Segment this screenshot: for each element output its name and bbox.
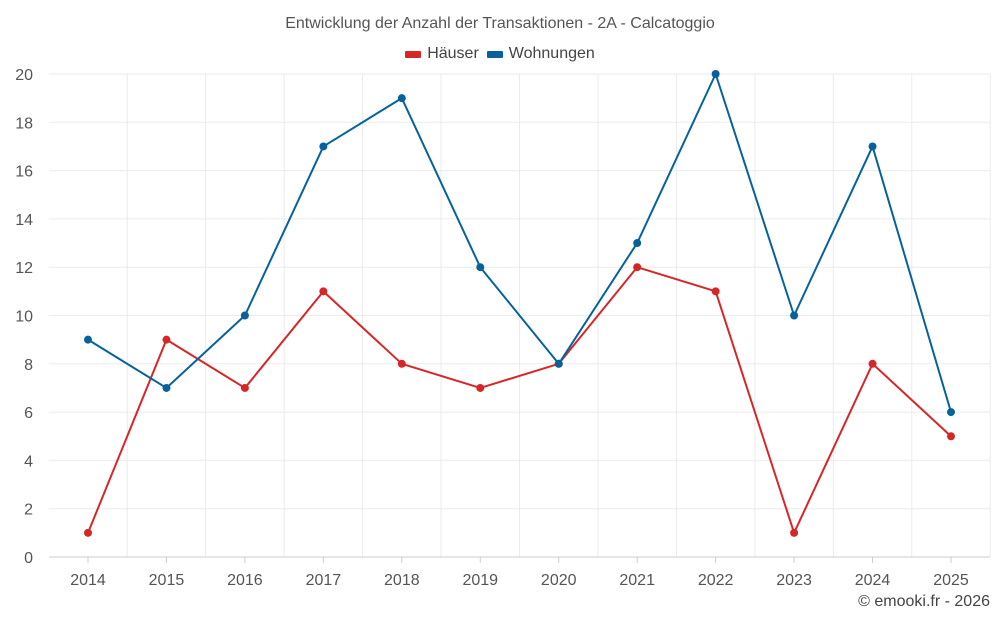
x-tick-label: 2019 (462, 572, 498, 589)
legend-swatch-wohnungen (486, 50, 503, 58)
data-point-wohnungen (162, 383, 171, 392)
legend-label-haeuser: Häuser (427, 45, 479, 62)
x-tick-label: 2021 (619, 572, 655, 589)
data-point-wohnungen (790, 311, 799, 320)
y-tick-label: 18 (15, 115, 33, 132)
x-tick-label: 2023 (776, 572, 812, 589)
data-point-haeuser (947, 432, 955, 441)
data-point-wohnungen (633, 239, 642, 248)
data-point-haeuser (319, 287, 328, 296)
data-point-haeuser (240, 383, 249, 392)
data-point-haeuser (633, 263, 642, 272)
series-line-haeuser (87, 266, 952, 534)
legend-label-wohnungen: Wohnungen (508, 45, 595, 62)
data-point-haeuser (711, 287, 720, 296)
legend-swatch-haeuser (405, 50, 422, 58)
series-line-wohnungen (87, 73, 952, 413)
x-tick-label: 2016 (227, 572, 263, 589)
data-point-haeuser (84, 528, 92, 537)
y-tick-label: 0 (24, 550, 33, 567)
x-tick-label: 2020 (541, 572, 577, 589)
legend: Häuser Wohnungen (0, 45, 1000, 63)
y-tick-label: 14 (15, 212, 33, 229)
y-tick-label: 2 (24, 502, 33, 519)
data-point-wohnungen (476, 263, 485, 272)
y-tick-label: 12 (15, 260, 33, 277)
x-tick-label: 2024 (855, 572, 891, 589)
data-point-wohnungen (868, 142, 877, 151)
credit-text: © emooki.fr - 2026 (858, 593, 990, 610)
data-point-wohnungen (240, 311, 249, 320)
data-point-wohnungen (397, 94, 406, 103)
x-tick-label: 2017 (306, 572, 342, 589)
x-tick-label: 2018 (384, 572, 420, 589)
data-point-haeuser (476, 383, 485, 392)
legend-item-haeuser[interactable]: Häuser (405, 45, 479, 63)
x-tick-label: 2022 (698, 572, 734, 589)
chart-title: Entwicklung der Anzahl der Transaktionen… (285, 15, 715, 32)
series (84, 70, 955, 537)
y-tick-label: 4 (24, 453, 33, 470)
y-tick-label: 10 (15, 309, 33, 326)
data-point-haeuser (790, 528, 799, 537)
data-point-wohnungen (554, 359, 563, 368)
data-point-haeuser (162, 335, 171, 344)
data-point-haeuser (397, 359, 406, 368)
data-point-wohnungen (711, 70, 720, 78)
data-point-wohnungen (947, 408, 955, 417)
data-point-wohnungen (319, 142, 328, 151)
y-tick-label: 8 (24, 357, 33, 374)
data-point-wohnungen (84, 335, 92, 344)
axes: 0 2 4 6 8 10 12 14 16 18 20 2014 2015 2016 2017 2018 201… (15, 67, 990, 589)
y-tick-label: 16 (15, 164, 33, 181)
x-tick-label: 2025 (933, 572, 969, 589)
x-tick-label: 2015 (149, 572, 185, 589)
legend-item-wohnungen[interactable]: Wohnungen (486, 45, 595, 63)
data-point-haeuser (868, 359, 877, 368)
y-tick-label: 6 (24, 405, 33, 422)
y-tick-label: 20 (15, 67, 33, 84)
x-tick-label: 2014 (70, 572, 106, 589)
